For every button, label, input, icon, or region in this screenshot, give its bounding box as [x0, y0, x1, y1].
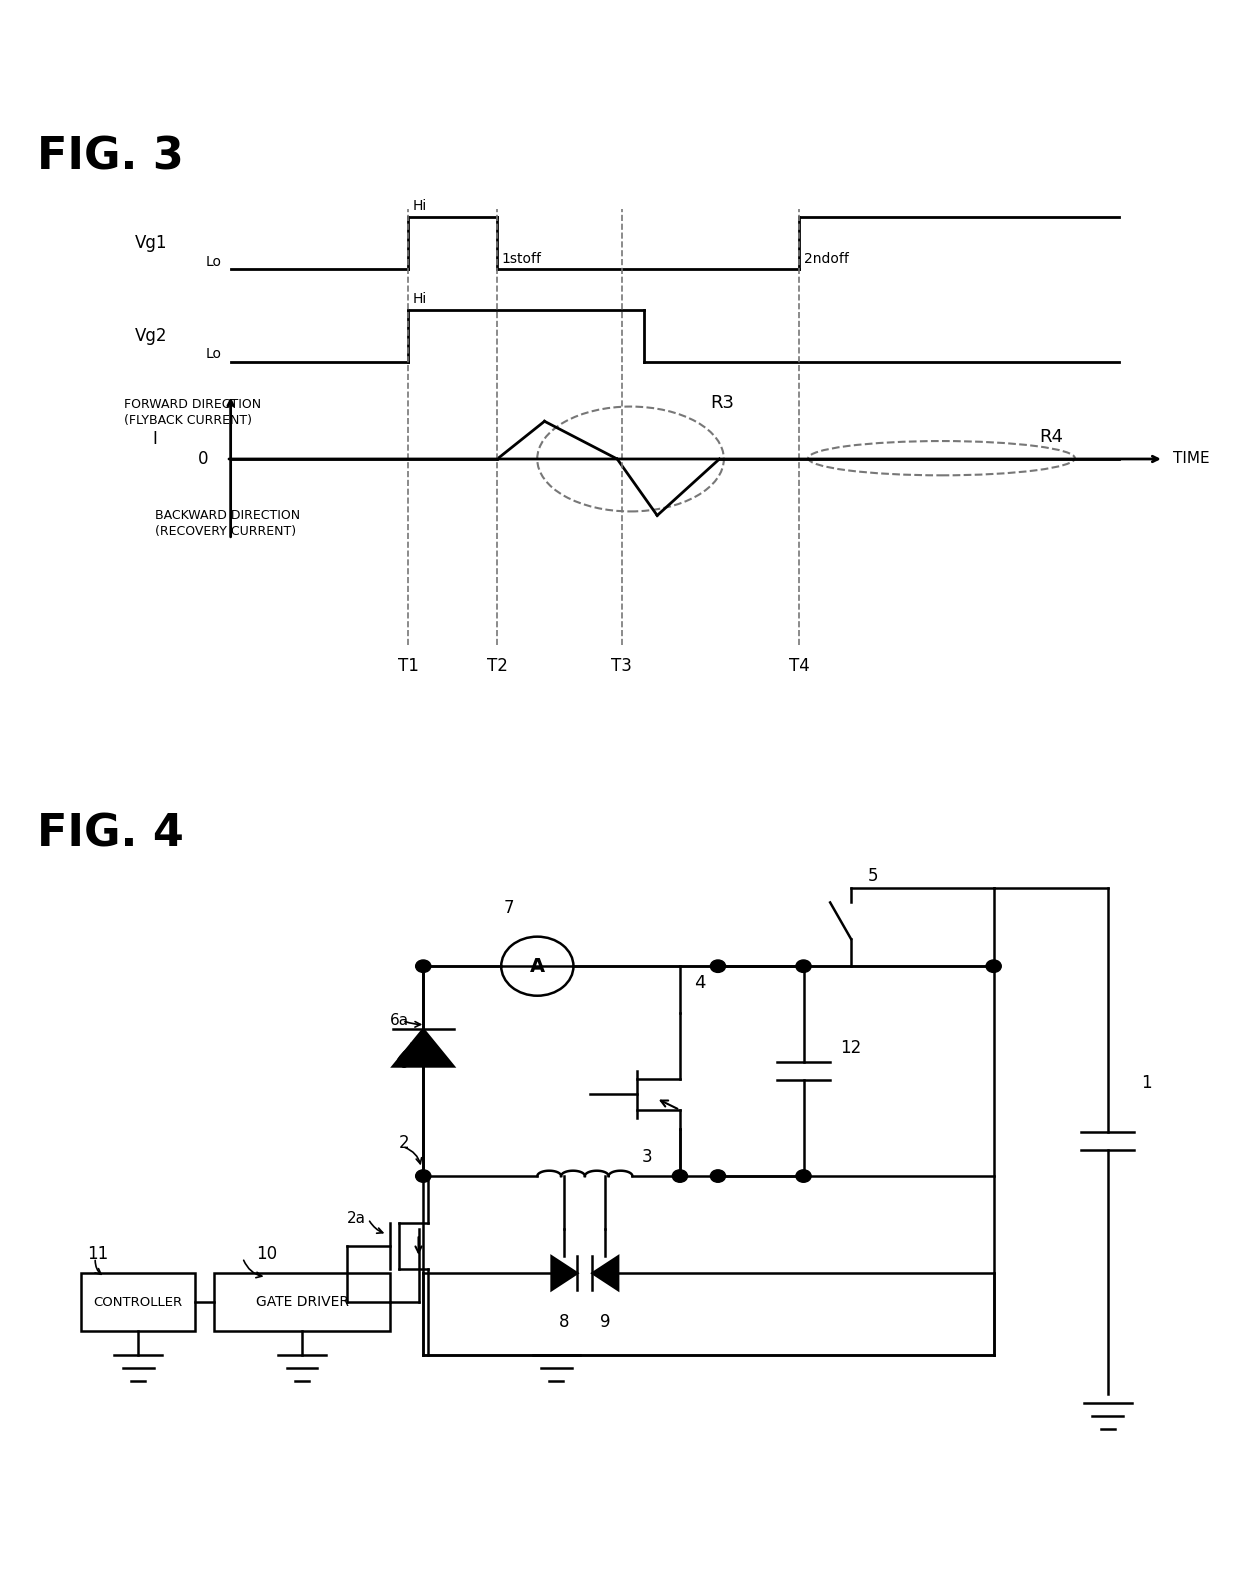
Text: FORWARD DIRECTION: FORWARD DIRECTION [124, 398, 262, 411]
Text: Hi: Hi [413, 291, 427, 305]
Text: 12: 12 [839, 1038, 861, 1057]
Circle shape [796, 960, 811, 972]
Text: T2: T2 [487, 656, 507, 675]
Circle shape [501, 936, 573, 996]
Text: 1: 1 [1141, 1074, 1152, 1092]
Text: 8: 8 [559, 1313, 569, 1331]
Text: Hi: Hi [413, 198, 427, 212]
Circle shape [415, 960, 430, 972]
Text: 6: 6 [399, 1055, 409, 1071]
Circle shape [796, 1170, 811, 1183]
Text: (RECOVERY CURRENT): (RECOVERY CURRENT) [155, 525, 296, 538]
Polygon shape [552, 1257, 578, 1290]
Bar [81, 1273, 195, 1331]
Text: 2a: 2a [347, 1211, 366, 1227]
Text: T1: T1 [398, 656, 419, 675]
Text: 11: 11 [88, 1244, 109, 1263]
Text: (FLYBACK CURRENT): (FLYBACK CURRENT) [124, 414, 252, 428]
Circle shape [711, 960, 725, 972]
Text: 10: 10 [257, 1244, 278, 1263]
Text: 5: 5 [868, 867, 879, 884]
Polygon shape [393, 1029, 454, 1066]
Circle shape [986, 960, 1001, 972]
Polygon shape [593, 1257, 618, 1290]
Bar [215, 1273, 389, 1331]
Text: 3: 3 [642, 1148, 652, 1166]
Text: R3: R3 [711, 393, 734, 412]
Text: R4: R4 [1039, 428, 1064, 445]
Text: 9: 9 [600, 1313, 610, 1331]
Text: T4: T4 [789, 656, 810, 675]
Text: FIG. 4: FIG. 4 [37, 812, 184, 856]
Text: Vg2: Vg2 [134, 327, 167, 344]
Text: GATE DRIVER: GATE DRIVER [255, 1295, 348, 1309]
Text: I: I [153, 429, 157, 448]
Text: BACKWARD DIRECTION: BACKWARD DIRECTION [155, 510, 300, 522]
Text: Lo: Lo [206, 255, 222, 269]
Text: FIG. 3: FIG. 3 [37, 135, 184, 179]
Circle shape [711, 1170, 725, 1183]
Text: 6a: 6a [389, 1013, 409, 1029]
Text: CONTROLLER: CONTROLLER [93, 1296, 182, 1309]
Text: T3: T3 [611, 656, 632, 675]
Text: TIME: TIME [1173, 451, 1209, 467]
Text: 0: 0 [198, 450, 208, 469]
Text: 4: 4 [694, 974, 706, 993]
Text: Vg1: Vg1 [134, 234, 167, 252]
Text: 2: 2 [398, 1134, 409, 1153]
Text: 2ndoff: 2ndoff [804, 252, 848, 266]
Circle shape [415, 1170, 430, 1183]
Text: 7: 7 [503, 898, 515, 917]
Text: Lo: Lo [206, 348, 222, 362]
Text: 1stoff: 1stoff [502, 252, 542, 266]
Text: A: A [529, 956, 544, 975]
Circle shape [672, 1170, 687, 1183]
